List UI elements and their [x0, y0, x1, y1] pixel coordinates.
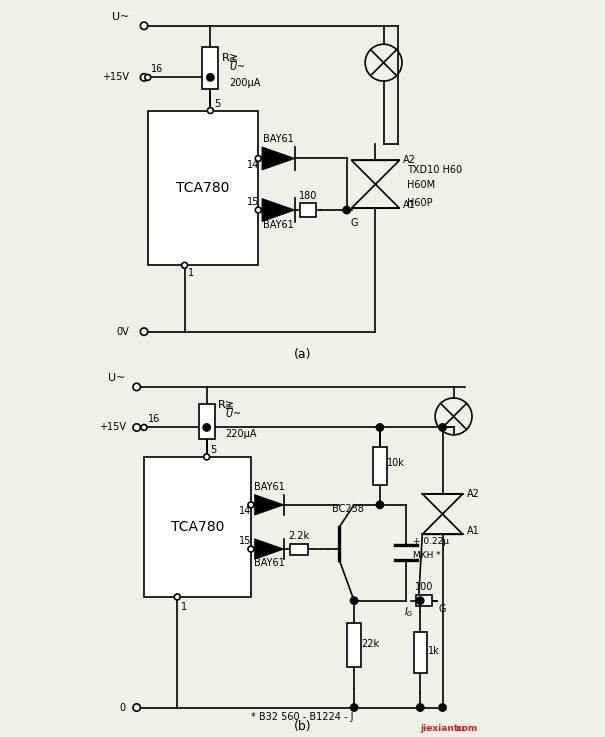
Text: TCA780: TCA780	[176, 181, 230, 195]
Text: 15: 15	[239, 536, 252, 545]
Circle shape	[350, 704, 358, 711]
Text: +15V: +15V	[99, 422, 126, 433]
Text: +15V: +15V	[102, 72, 129, 83]
Circle shape	[208, 108, 214, 113]
Text: 5: 5	[214, 99, 220, 109]
Text: R≧: R≧	[221, 52, 238, 62]
Bar	[148, 111, 258, 265]
Text: * B32 560 - B1224 - J: * B32 560 - B1224 - J	[251, 712, 354, 722]
Text: G: G	[350, 218, 358, 228]
Bar	[414, 632, 427, 672]
Circle shape	[182, 262, 188, 268]
Text: 5: 5	[211, 445, 217, 455]
Text: .com: .com	[454, 724, 478, 733]
Polygon shape	[255, 495, 284, 515]
Text: 16: 16	[151, 64, 164, 74]
Circle shape	[140, 328, 148, 335]
Circle shape	[133, 383, 140, 391]
Bar	[347, 623, 361, 667]
Circle shape	[439, 424, 446, 431]
Text: A2: A2	[403, 156, 416, 165]
Circle shape	[417, 704, 424, 711]
Text: $\hat{U}$~: $\hat{U}$~	[229, 56, 245, 73]
Text: 100: 100	[415, 581, 433, 592]
Text: $\hat{U}$~: $\hat{U}$~	[225, 404, 241, 420]
Text: MKH *: MKH *	[413, 551, 441, 560]
Text: A2: A2	[466, 489, 479, 499]
Polygon shape	[255, 539, 284, 559]
Text: BAY61: BAY61	[263, 220, 294, 231]
Circle shape	[376, 501, 384, 509]
Text: 180: 180	[299, 191, 317, 201]
Text: 2.2k: 2.2k	[288, 531, 309, 541]
Text: 1: 1	[188, 268, 194, 279]
Text: BAY61: BAY61	[254, 558, 285, 567]
Circle shape	[255, 207, 261, 213]
Text: 1: 1	[181, 602, 187, 612]
Circle shape	[133, 424, 140, 431]
Bar	[198, 405, 215, 439]
Bar	[373, 447, 387, 486]
Circle shape	[248, 546, 254, 552]
Circle shape	[207, 74, 214, 81]
Text: BC238: BC238	[332, 504, 364, 514]
Text: jiexiantu: jiexiantu	[420, 724, 465, 733]
Text: 0V: 0V	[117, 326, 129, 337]
Text: A1: A1	[466, 525, 479, 536]
Text: G: G	[439, 604, 446, 614]
Circle shape	[140, 74, 148, 81]
Circle shape	[376, 424, 384, 431]
Text: BAY61: BAY61	[263, 134, 294, 144]
Text: 15: 15	[247, 197, 259, 206]
Text: TXD10 H60: TXD10 H60	[407, 165, 462, 175]
Circle shape	[417, 597, 424, 604]
Bar	[300, 203, 316, 217]
Text: + 0.22μ: + 0.22μ	[413, 537, 449, 545]
Text: H60M: H60M	[407, 180, 435, 190]
Text: H60P: H60P	[407, 198, 433, 209]
Polygon shape	[262, 198, 295, 222]
Circle shape	[140, 22, 148, 29]
Circle shape	[203, 424, 211, 431]
Circle shape	[141, 425, 147, 430]
Circle shape	[133, 704, 140, 711]
Bar	[202, 47, 218, 89]
Text: U~: U~	[108, 373, 126, 383]
Text: (b): (b)	[293, 720, 312, 733]
Circle shape	[204, 454, 210, 460]
Circle shape	[343, 206, 350, 214]
Text: 14: 14	[247, 160, 259, 170]
Text: 0: 0	[120, 702, 126, 713]
Circle shape	[255, 156, 261, 161]
Circle shape	[439, 704, 446, 711]
Text: 1k: 1k	[428, 646, 439, 656]
Text: R≧: R≧	[218, 399, 235, 409]
Text: A1: A1	[403, 200, 416, 209]
Text: U~: U~	[112, 12, 129, 22]
Text: 22k: 22k	[361, 639, 379, 649]
Circle shape	[248, 502, 254, 508]
Bar	[144, 457, 251, 597]
Bar	[290, 544, 308, 555]
Text: BAY61: BAY61	[254, 482, 285, 492]
Text: 14: 14	[239, 506, 252, 516]
Text: 200μA: 200μA	[229, 78, 260, 88]
Polygon shape	[262, 147, 295, 170]
Bar	[416, 595, 432, 606]
Text: $I_G$: $I_G$	[405, 605, 414, 619]
Circle shape	[174, 594, 180, 600]
Text: 10k: 10k	[387, 458, 405, 468]
Text: TCA780: TCA780	[171, 520, 224, 534]
Circle shape	[145, 74, 151, 80]
Text: (a): (a)	[294, 348, 311, 361]
Circle shape	[350, 597, 358, 604]
Text: 220μA: 220μA	[225, 429, 257, 439]
Text: 16: 16	[148, 414, 160, 424]
